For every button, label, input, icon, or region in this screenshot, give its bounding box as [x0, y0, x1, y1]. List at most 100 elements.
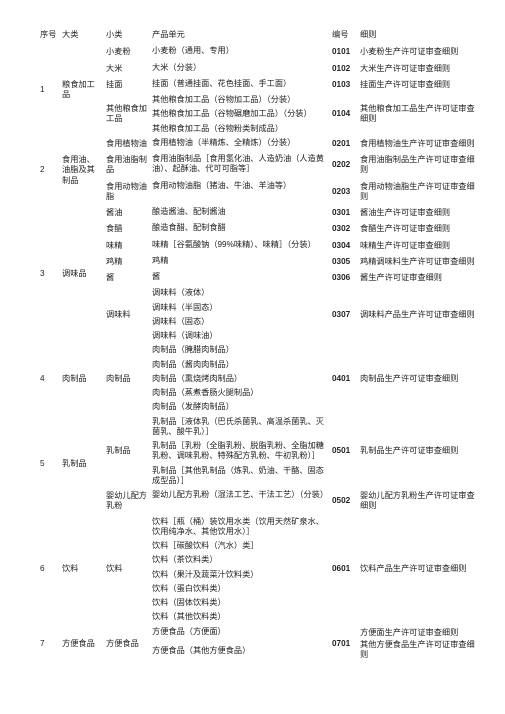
cell-unit: 肉制品（酱肉肉制品） [150, 358, 330, 372]
table-row: 3调味品酱油酿造酱油、配制酱油0301酱油生产许可证审查细则 [38, 205, 481, 221]
cell-unit: 调味料（半固态） [150, 301, 330, 315]
cell-major: 乳制品 [60, 415, 104, 515]
table-row: 4肉制品肉制品肉制品（腌腊肉制品）0401肉制品生产许可证审查细则 [38, 343, 481, 357]
cell-rule: 方便面生产许可证审查细则其他方便食品生产许可证审查细则 [358, 625, 481, 664]
cell-code: 0701 [330, 625, 358, 664]
cell-rule: 食用油脂制品生产许可证审查细则 [358, 152, 481, 179]
cell-seq: 7 [38, 625, 60, 664]
cell-unit: 饮料（茶饮料类） [150, 553, 330, 567]
header-rule: 细则 [358, 28, 481, 44]
header-major: 大类 [60, 28, 104, 44]
table-row: 味精味精［谷氨酸钠（99%味精）、味精］（分装）0304味精生产许可证审查细则 [38, 238, 481, 254]
cell-minor: 大米 [104, 61, 150, 77]
cell-unit: 肉制品（腌腊肉制品） [150, 343, 330, 357]
cell-unit: 调味料（液体） [150, 286, 330, 300]
cell-rule: 酱生产许可证审查细则 [358, 270, 481, 286]
cell-minor: 婴幼儿配方乳粉 [104, 488, 150, 515]
cell-code: 0104 [330, 93, 358, 136]
cell-minor: 食用油脂制品 [104, 152, 150, 179]
cell-unit: 食用动物油脂（猪油、牛油、羊油等） [150, 179, 330, 206]
cell-rule: 挂面生产许可证审查细则 [358, 77, 481, 93]
cell-code: 0203 [330, 179, 358, 206]
cell-unit: 饮料［碳酸饮料（汽水）类］ [150, 539, 330, 553]
table-row: 调味料调味料（液体）0307调味料产品生产许可证审查细则 [38, 286, 481, 300]
table-row: 5乳制品乳制品乳制品［液体乳（巴氏杀菌乳、高温杀菌乳、灭菌乳、酸牛乳）］0501… [38, 415, 481, 440]
cell-minor: 乳制品 [104, 415, 150, 489]
cell-major: 饮料 [60, 515, 104, 625]
cell-rule: 味精生产许可证审查细则 [358, 238, 481, 254]
cell-unit: 味精［谷氨酸钠（99%味精）、味精］（分装） [150, 238, 330, 254]
cell-minor: 肉制品 [104, 343, 150, 414]
cell-minor: 食醋 [104, 221, 150, 237]
cell-unit: 饮料（蛋白饮料类） [150, 582, 330, 596]
header-minor: 小类 [104, 28, 150, 44]
cell-code: 0202 [330, 152, 358, 179]
cell-unit: 乳制品［其他乳制品（炼乳、奶油、干酪、固态成型品）］ [150, 464, 330, 489]
cell-unit: 其他粮食加工品（谷物碾磨加工品）（分装） [150, 107, 330, 121]
cell-code: 0501 [330, 415, 358, 489]
cell-seq: 4 [38, 343, 60, 414]
table-row: 其他粮食加工品其他粮食加工品（谷物加工品）（分装）0104其他粮食加工品生产许可… [38, 93, 481, 107]
product-license-table: 序号大类小类产品单元编号细则1粮食加工品小麦粉小麦粉（通用、专用）0101小麦粉… [38, 28, 481, 663]
cell-major: 粮食加工品 [60, 44, 104, 136]
cell-unit: 乳制品［液体乳（巴氏杀菌乳、高温杀菌乳、灭菌乳、酸牛乳）］ [150, 415, 330, 440]
cell-seq: 1 [38, 44, 60, 136]
cell-unit: 乳制品［乳粉（全脂乳粉、脱脂乳粉、全脂加糖乳粉、调味乳粉、特殊配方乳粉、牛初乳粉… [150, 439, 330, 464]
cell-rule: 大米生产许可证审查细则 [358, 61, 481, 77]
cell-seq: 2 [38, 136, 60, 205]
cell-rule: 食用植物油生产许可证审查细则 [358, 136, 481, 152]
cell-unit: 酿造食醋、配制食醋 [150, 221, 330, 237]
cell-seq: 3 [38, 205, 60, 343]
cell-unit: 方便食品（其他方便食品） [150, 644, 330, 663]
cell-unit: 酿造酱油、配制酱油 [150, 205, 330, 221]
cell-rule: 小麦粉生产许可证审查细则 [358, 44, 481, 60]
cell-unit: 方便食品（方便面） [150, 625, 330, 644]
cell-unit: 饮料（其他饮料类） [150, 610, 330, 624]
cell-minor: 其他粮食加工品 [104, 93, 150, 136]
table-row: 食醋酿造食醋、配制食醋0302食醋生产许可证审查细则 [38, 221, 481, 237]
cell-rule: 食醋生产许可证审查细则 [358, 221, 481, 237]
cell-unit: 调味料（固态） [150, 315, 330, 329]
cell-unit: 婴幼儿配方乳粉（湿法工艺、干法工艺）（分装） [150, 488, 330, 515]
cell-unit: 饮料（果汁及蔬菜汁饮料类） [150, 568, 330, 582]
header-unit: 产品单元 [150, 28, 330, 44]
cell-minor: 调味料 [104, 286, 150, 343]
cell-code: 0306 [330, 270, 358, 286]
cell-minor: 食用动物油脂 [104, 179, 150, 206]
cell-unit: 其他粮食加工品（谷物加工品）（分装） [150, 93, 330, 107]
cell-unit: 饮料［瓶（桶）装饮用水类（饮用天然矿泉水、饮用纯净水、其他饮用水）］ [150, 515, 330, 540]
cell-rule: 调味料产品生产许可证审查细则 [358, 286, 481, 343]
cell-code: 0102 [330, 61, 358, 77]
table-row: 1粮食加工品小麦粉小麦粉（通用、专用）0101小麦粉生产许可证审查细则 [38, 44, 481, 60]
header-seq: 序号 [38, 28, 60, 44]
cell-unit: 其他粮食加工品（谷物粉类制成品） [150, 122, 330, 136]
table-row: 酱酱0306酱生产许可证审查细则 [38, 270, 481, 286]
cell-minor: 味精 [104, 238, 150, 254]
cell-rule: 肉制品生产许可证审查细则 [358, 343, 481, 414]
table-header: 序号大类小类产品单元编号细则 [38, 28, 481, 44]
cell-minor: 食用植物油 [104, 136, 150, 152]
table-row: 挂面挂面（普通挂面、花色挂面、手工面）0103挂面生产许可证审查细则 [38, 77, 481, 93]
cell-major: 调味品 [60, 205, 104, 343]
cell-seq: 5 [38, 415, 60, 515]
cell-unit: 挂面（普通挂面、花色挂面、手工面） [150, 77, 330, 93]
cell-major: 肉制品 [60, 343, 104, 414]
cell-rule: 酱油生产许可证审查细则 [358, 205, 481, 221]
table-row: 食用动物油脂食用动物油脂（猪油、牛油、羊油等）0203食用动物油脂生产许可证审查… [38, 179, 481, 206]
cell-code: 0601 [330, 515, 358, 625]
cell-major: 食用油、油脂及其制品 [60, 136, 104, 205]
cell-minor: 方便食品 [104, 625, 150, 664]
cell-code: 0305 [330, 254, 358, 270]
cell-rule: 鸡精调味料生产许可证审查细则 [358, 254, 481, 270]
cell-code: 0301 [330, 205, 358, 221]
cell-unit: 调味料（调味油） [150, 329, 330, 343]
table-row: 鸡精鸡精0305鸡精调味料生产许可证审查细则 [38, 254, 481, 270]
cell-rule: 饮料产品生产许可证审查细则 [358, 515, 481, 625]
cell-unit: 酱 [150, 270, 330, 286]
cell-code: 0103 [330, 77, 358, 93]
cell-unit: 肉制品（蒸煮香肠火腿制品） [150, 386, 330, 400]
cell-minor: 鸡精 [104, 254, 150, 270]
header-code: 编号 [330, 28, 358, 44]
cell-rule: 乳制品生产许可证审查细则 [358, 415, 481, 489]
cell-unit: 大米（分装） [150, 61, 330, 77]
